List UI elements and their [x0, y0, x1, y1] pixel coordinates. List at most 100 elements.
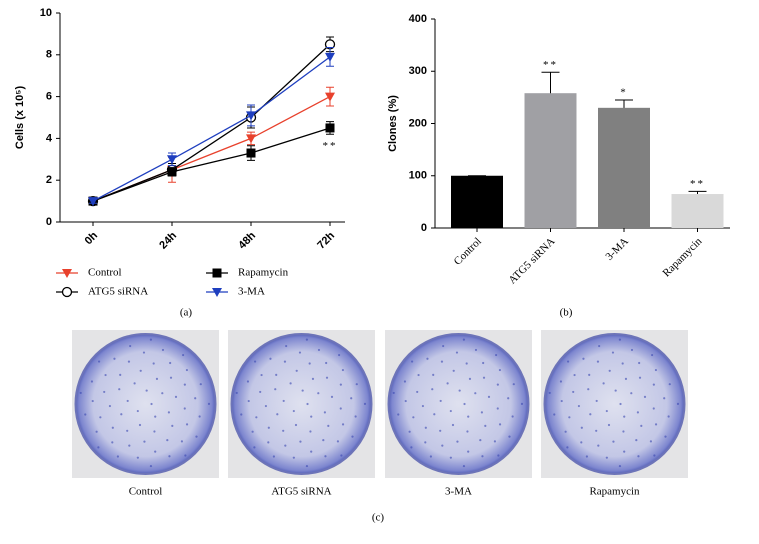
colony: [111, 441, 114, 444]
colony: [465, 362, 468, 365]
colony: [520, 402, 524, 405]
colony: [417, 373, 420, 377]
marker: [212, 288, 222, 297]
marker: [212, 268, 222, 278]
colony: [479, 438, 482, 442]
colony: [410, 360, 414, 363]
colony: [612, 440, 615, 443]
colony: [614, 389, 617, 392]
colony: [301, 389, 304, 392]
colony: [421, 404, 425, 408]
panel-label: (c): [372, 512, 385, 524]
marker: [246, 148, 256, 158]
x-tick-label: 3-MA: [603, 235, 631, 263]
colony: [452, 369, 455, 372]
colony: [292, 456, 295, 459]
y-tick-label: 300: [409, 65, 427, 77]
petri-dish: [543, 333, 686, 475]
colony: [253, 360, 257, 363]
colony: [306, 402, 309, 406]
colony: [149, 464, 153, 468]
colony: [667, 415, 670, 418]
colony: [439, 399, 442, 403]
colony: [595, 399, 598, 403]
colony: [292, 409, 295, 413]
colony: [559, 380, 563, 383]
colony: [446, 382, 449, 385]
colony: [317, 348, 321, 352]
colony: [622, 430, 625, 433]
colony: [585, 455, 588, 458]
colony: [108, 404, 112, 408]
marker: [167, 167, 177, 177]
colony: [198, 415, 201, 418]
y-tick-label: 8: [46, 49, 52, 61]
colony: [507, 397, 510, 400]
colony: [481, 455, 484, 458]
colony: [116, 455, 119, 458]
colony: [449, 456, 452, 459]
colony: [103, 390, 106, 394]
colony: [120, 413, 123, 416]
colony: [113, 357, 116, 360]
colony: [580, 426, 583, 429]
colony: [169, 376, 173, 379]
colony: [412, 416, 415, 419]
legend-label: ATG5 siRNA: [88, 286, 148, 298]
marker: [62, 269, 72, 278]
colony: [171, 424, 174, 427]
colony: [636, 411, 639, 414]
annotation: **: [543, 59, 558, 71]
colony: [638, 376, 642, 379]
y-tick-label: 6: [46, 91, 52, 103]
colony: [79, 391, 82, 395]
colony: [339, 383, 342, 386]
colony: [294, 423, 298, 427]
colony: [272, 455, 275, 458]
colony: [282, 399, 285, 403]
colony: [166, 438, 169, 442]
colony: [482, 376, 486, 379]
colony: [598, 344, 601, 348]
colony: [95, 430, 98, 433]
marker: [88, 197, 98, 207]
colony: [623, 415, 626, 418]
colony: [458, 389, 461, 392]
colony: [497, 454, 500, 457]
x-tick-label: 0h: [83, 229, 101, 247]
colony: [269, 357, 272, 360]
marker: [61, 286, 73, 298]
colony: [623, 450, 626, 453]
photo-caption: Control: [129, 486, 163, 498]
series-line: [92, 127, 331, 202]
annotation: *: [620, 87, 628, 99]
panel-label: (a): [180, 307, 193, 319]
y-tick-label: 0: [46, 216, 52, 228]
colony: [298, 351, 302, 354]
colony: [564, 430, 567, 433]
series-line: [92, 56, 331, 202]
colony: [310, 450, 313, 453]
colony: [299, 440, 302, 443]
colony: [182, 353, 185, 357]
colony: [621, 362, 624, 365]
colony: [640, 424, 643, 427]
colony: [441, 444, 444, 447]
colony: [183, 407, 186, 410]
colony: [274, 388, 277, 391]
colony: [577, 404, 581, 408]
colony: [264, 404, 268, 408]
y-tick-label: 10: [40, 7, 52, 19]
marker: [246, 111, 256, 121]
x-tick-label: ATG5 siRNA: [506, 235, 557, 286]
colony: [463, 402, 466, 406]
colony: [597, 444, 600, 447]
colony: [330, 395, 334, 398]
colony: [508, 435, 511, 438]
colony: [498, 368, 502, 372]
colony: [474, 348, 478, 352]
colony: [474, 392, 477, 395]
colony: [573, 373, 576, 377]
colony: [305, 464, 309, 468]
colony: [560, 399, 563, 403]
